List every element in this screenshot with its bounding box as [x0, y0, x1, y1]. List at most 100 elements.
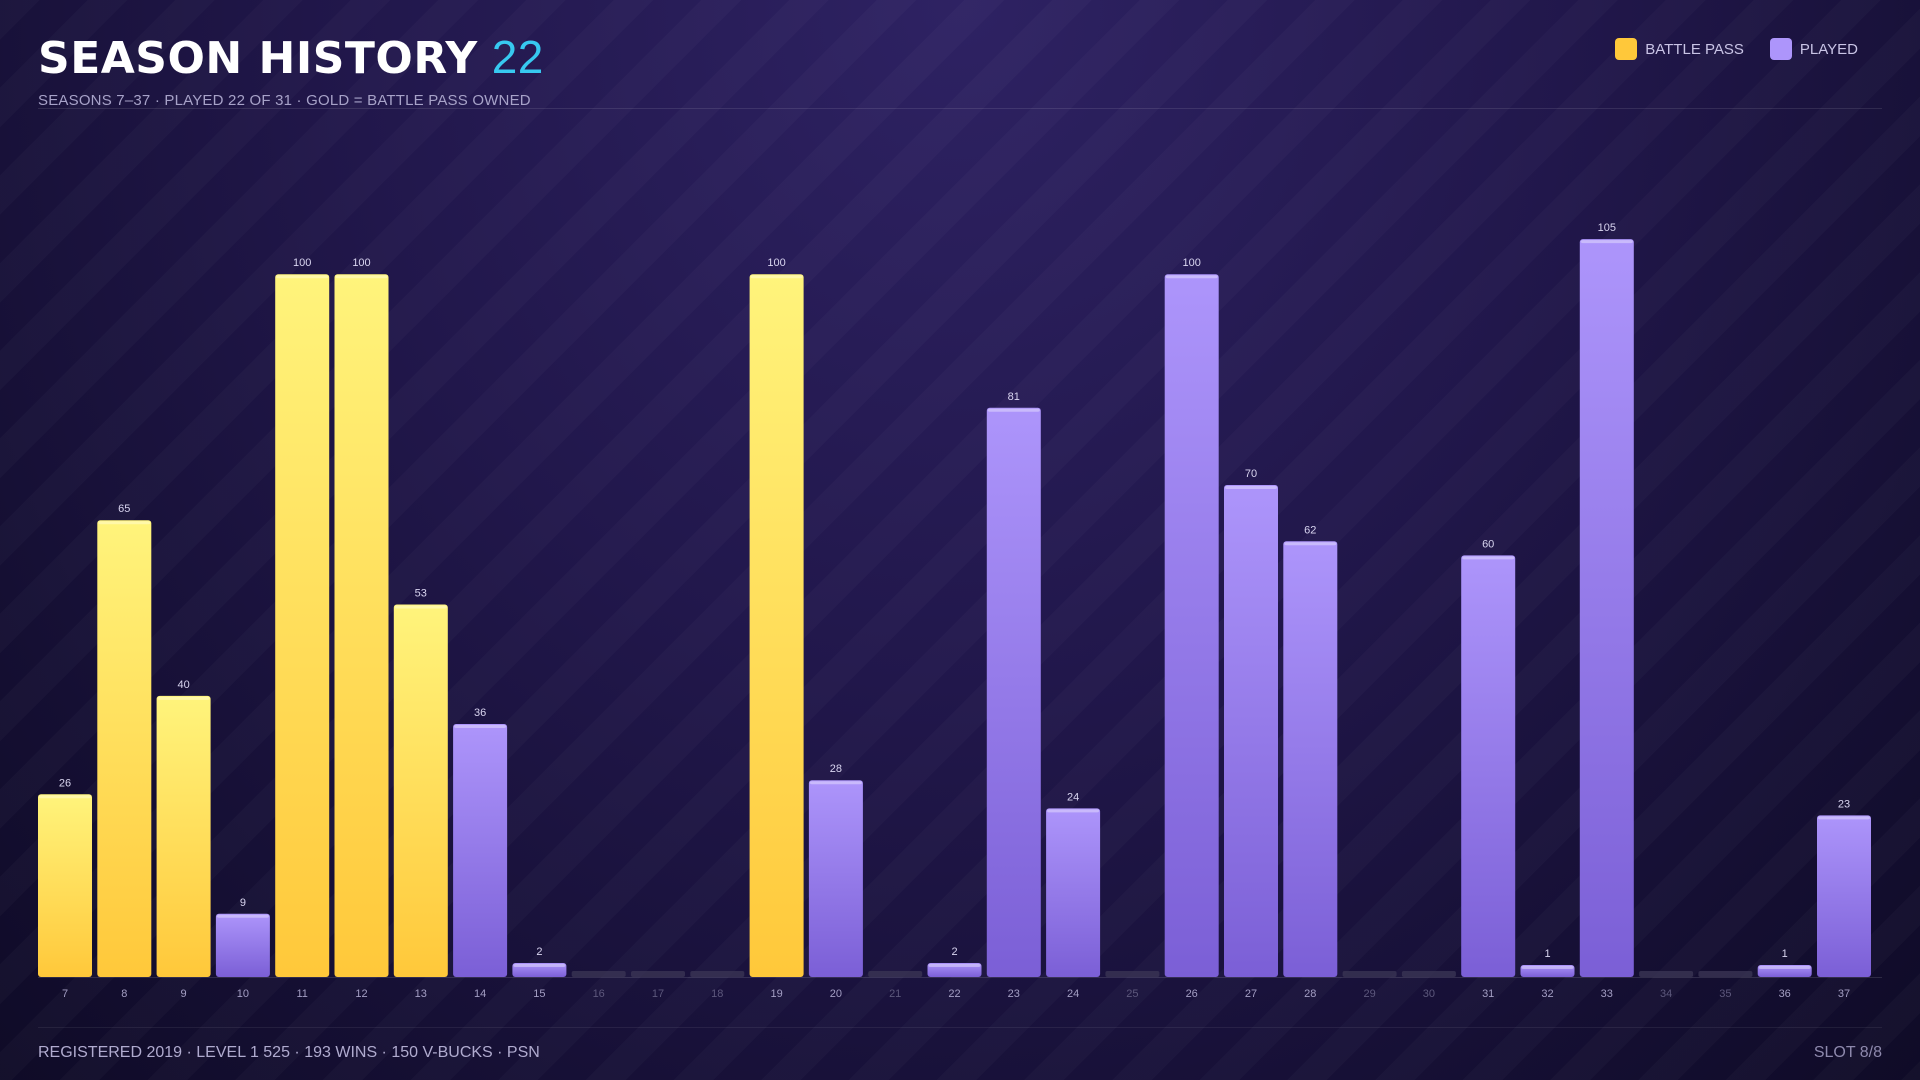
x-tick-label: 30 [1423, 988, 1435, 1000]
bar-highlight [276, 275, 329, 279]
x-tick-label: 35 [1719, 988, 1731, 1000]
legend-label-played: PLAYED [1799, 40, 1858, 58]
bar-played [215, 913, 270, 977]
bar-highlight [928, 963, 981, 967]
x-tick-label: 28 [1304, 988, 1316, 1000]
bar-value-label: 36 [474, 707, 486, 719]
bar-value-label: 60 [1482, 538, 1494, 550]
x-tick-label: 24 [1067, 988, 1079, 1000]
x-tick-label: 9 [181, 988, 187, 1000]
bar-highlight [513, 963, 566, 967]
bar-value-label: 105 [1598, 222, 1616, 234]
bar-played [1046, 808, 1101, 977]
bar-highlight [1462, 556, 1515, 560]
header-divider [38, 108, 1882, 109]
bar-highlight [39, 795, 91, 799]
bar-highlight [1284, 542, 1337, 546]
bar-battle-pass [393, 604, 448, 977]
title-number: 22 [491, 31, 544, 83]
footer-divider [38, 1027, 1882, 1028]
legend-swatch-battle-pass [1615, 38, 1638, 60]
x-tick-label: 15 [533, 988, 545, 1000]
bar-played [1757, 965, 1812, 977]
legend-label-battle-pass: BATTLE PASS [1645, 40, 1744, 58]
x-tick-label: 13 [415, 988, 427, 1000]
bar-value-label: 26 [59, 777, 71, 789]
bar-battle-pass [275, 274, 330, 977]
bar-battle-pass [38, 794, 92, 977]
x-tick-label: 8 [121, 988, 127, 1000]
bar-value-label: 65 [118, 503, 130, 515]
x-tick-label: 25 [1126, 988, 1138, 1000]
legend-swatch-played [1769, 38, 1792, 60]
bar-played [1461, 555, 1516, 977]
x-tick-label: 34 [1660, 988, 1672, 1000]
bar-played [927, 962, 982, 977]
footer-stats: REGISTERED 2019 · LEVEL 1 525 · 193 WINS… [38, 1044, 540, 1061]
bar-highlight [1580, 240, 1633, 244]
bar-highlight [1818, 816, 1870, 820]
page-title: SEASON HISTORY 22 [38, 30, 544, 84]
x-tick-label: 37 [1838, 988, 1850, 1000]
bar-value-label: 9 [240, 897, 246, 909]
bar-battle-pass [749, 274, 804, 977]
x-tick-label: 29 [1363, 988, 1375, 1000]
bar-played [1164, 274, 1219, 977]
bar-battle-pass [97, 520, 152, 977]
x-tick-label: 16 [593, 988, 605, 1000]
bar-highlight [1225, 486, 1277, 490]
bar-played [1283, 541, 1338, 977]
legend-item-battle-pass: BATTLE PASS [1615, 38, 1744, 60]
x-tick-label: 36 [1779, 988, 1791, 1000]
bar-played [453, 724, 508, 977]
bar-played [1579, 239, 1634, 978]
bar-empty [1342, 971, 1397, 977]
bar-highlight [809, 781, 862, 785]
x-tick-label: 22 [948, 988, 960, 1000]
bar-empty [571, 971, 626, 977]
x-tick-label: 12 [355, 988, 367, 1000]
bar-value-label: 100 [352, 257, 370, 269]
bar-value-label: 81 [1008, 391, 1020, 403]
bar-played [512, 962, 567, 977]
bar-value-label: 100 [767, 257, 785, 269]
legend-item-played: PLAYED [1769, 38, 1858, 60]
x-tick-label: 32 [1541, 988, 1553, 1000]
bar-value-label: 28 [830, 763, 842, 775]
bar-played [1817, 815, 1871, 977]
bar-empty [1698, 971, 1753, 977]
x-tick-label: 31 [1482, 988, 1494, 1000]
legend: BATTLE PASS PLAYED [1615, 38, 1858, 60]
bar-value-label: 24 [1067, 791, 1079, 803]
x-tick-label: 20 [830, 988, 842, 1000]
bar-highlight [1521, 966, 1574, 969]
bar-highlight [1758, 966, 1811, 969]
bar-empty [868, 971, 923, 977]
bar-highlight [394, 605, 447, 609]
x-tick-label: 21 [889, 988, 901, 1000]
bar-value-label: 62 [1304, 524, 1316, 536]
bar-highlight [1165, 275, 1218, 279]
bar-battle-pass [156, 695, 211, 977]
x-tick-label: 7 [62, 988, 68, 1000]
bar-value-label: 53 [415, 588, 427, 600]
x-tick-label: 27 [1245, 988, 1257, 1000]
bar-highlight [335, 275, 388, 279]
bar-highlight [157, 696, 210, 700]
bar-value-label: 70 [1245, 468, 1257, 480]
x-tick-label: 18 [711, 988, 723, 1000]
bar-played [986, 407, 1041, 977]
x-tick-label: 23 [1008, 988, 1020, 1000]
bar-highlight [1047, 809, 1100, 813]
bar-value-label: 100 [1183, 257, 1201, 269]
bar-value-label: 1 [1782, 948, 1788, 960]
x-tick-label: 17 [652, 988, 664, 1000]
subtitle: SEASONS 7–37 · PLAYED 22 OF 31 · GOLD = … [38, 92, 531, 109]
x-tick-label: 14 [474, 988, 486, 1000]
bar-empty [1401, 971, 1456, 977]
bar-played [1224, 485, 1278, 977]
bar-battle-pass [334, 274, 389, 977]
bar-value-label: 40 [177, 679, 189, 691]
x-tick-label: 33 [1601, 988, 1613, 1000]
